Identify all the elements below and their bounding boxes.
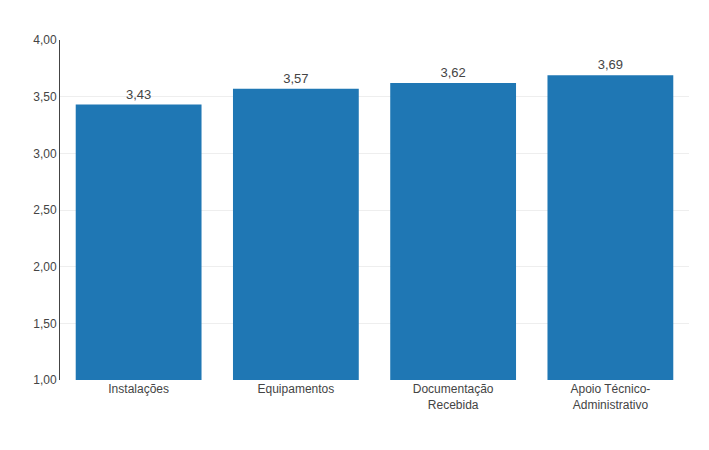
svg-text:DocumentaçãoRecebida: DocumentaçãoRecebida: [413, 382, 494, 412]
svg-text:3,62: 3,62: [440, 65, 465, 80]
svg-text:Instalações: Instalações: [108, 382, 169, 396]
svg-text:Equipamentos: Equipamentos: [258, 382, 335, 396]
svg-text:3,57: 3,57: [283, 71, 308, 86]
svg-text:3,43: 3,43: [126, 87, 151, 102]
svg-text:3,69: 3,69: [598, 57, 623, 72]
svg-text:Apoio Técnico-Administrativo: Apoio Técnico-Administrativo: [570, 382, 650, 412]
svg-text:3,00: 3,00: [33, 147, 57, 161]
svg-text:2,00: 2,00: [33, 260, 57, 274]
svg-text:3,50: 3,50: [33, 90, 57, 104]
svg-text:2,50: 2,50: [33, 203, 57, 217]
svg-text:4,00: 4,00: [33, 33, 57, 47]
svg-text:1,00: 1,00: [33, 373, 57, 387]
svg-text:1,50: 1,50: [33, 317, 57, 331]
